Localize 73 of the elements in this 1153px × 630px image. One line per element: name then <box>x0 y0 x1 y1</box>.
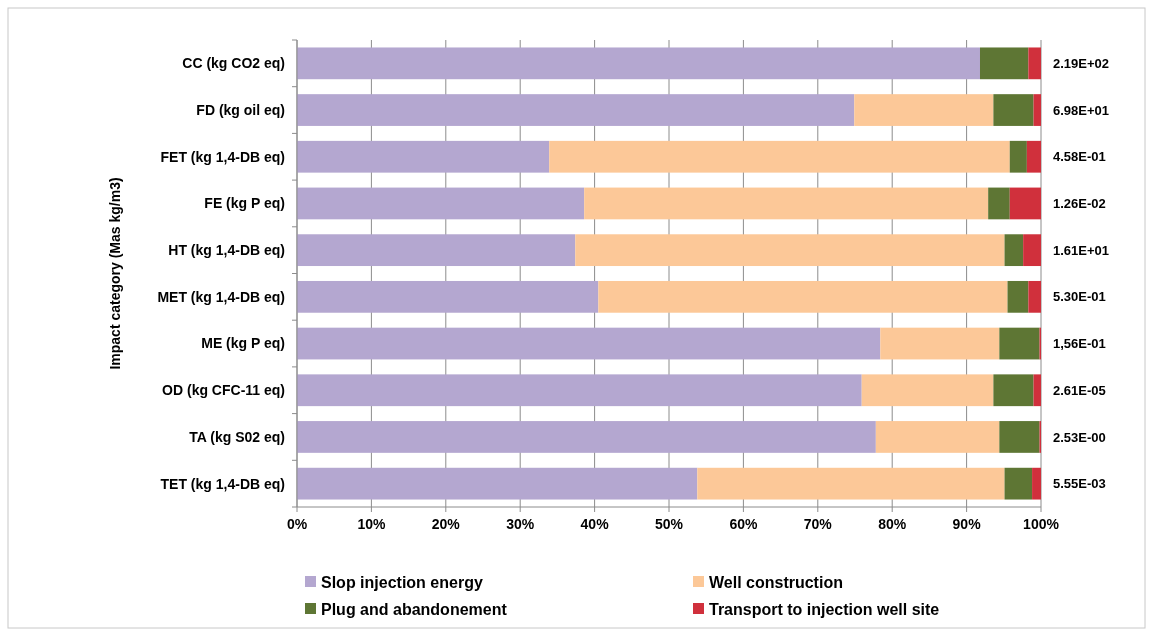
y-axis-title: Impact category (Mas kg/m3) <box>107 177 123 370</box>
x-tick-label: 60% <box>729 516 758 532</box>
bar <box>297 374 862 407</box>
bar <box>1007 280 1029 313</box>
x-tick-label: 50% <box>654 516 684 532</box>
y-tick-label: HT (kg 1,4-DB eq) <box>168 242 285 259</box>
text: 6.98E+01 <box>1053 102 1110 118</box>
x-tick-label: 30% <box>506 516 535 532</box>
y-tick-label: CC (kg CO2 eq) <box>182 55 285 72</box>
bar <box>861 374 994 407</box>
bar <box>297 327 881 360</box>
bar <box>297 421 876 453</box>
bar <box>1028 280 1041 313</box>
x-tick-label: 70% <box>803 516 833 532</box>
bar <box>297 94 855 126</box>
y-tick-label: FET (kg 1,4-DB eq) <box>160 148 285 165</box>
text: 5.55E-03 <box>1053 476 1106 492</box>
legend-label: Well construction <box>709 573 843 591</box>
x-tick-label: 100% <box>1023 516 1060 532</box>
x-tick-label: 40% <box>580 516 610 532</box>
bar <box>979 47 1029 80</box>
bar <box>1004 234 1024 267</box>
bar <box>1032 467 1041 500</box>
text: 5.30E-01 <box>1053 289 1106 305</box>
bar <box>993 374 1034 407</box>
bar <box>297 187 585 220</box>
bar <box>993 94 1034 126</box>
bar <box>875 421 1000 453</box>
bar <box>1023 234 1041 267</box>
y-tick-label: TET (kg 1,4-DB eq) <box>160 475 285 492</box>
bar <box>1028 47 1041 80</box>
y-tick-label: FE (kg P eq) <box>204 195 285 212</box>
bar <box>1004 467 1033 500</box>
text: 2.61E-05 <box>1053 382 1106 398</box>
text: 2.53E-00 <box>1053 429 1106 445</box>
text: 4.58E-01 <box>1053 149 1106 165</box>
x-tick-label: 10% <box>357 516 386 532</box>
bar <box>297 140 550 173</box>
x-tick-label: 80% <box>878 516 907 532</box>
bar <box>297 234 576 267</box>
bar <box>1026 140 1041 173</box>
bar <box>598 280 1008 313</box>
legend-label: Plug and abandonement <box>321 600 508 618</box>
y-tick-label: MET (kg 1,4-DB eq) <box>157 288 285 305</box>
bar <box>297 280 599 313</box>
y-tick-label: OD (kg CFC-11 eq) <box>162 382 285 399</box>
text: 2.19E+02 <box>1053 55 1110 71</box>
bar <box>549 140 1010 173</box>
x-tick-label: 0% <box>286 516 308 532</box>
x-tick-label: 90% <box>952 516 982 532</box>
bar <box>988 187 1010 220</box>
bar <box>1009 187 1041 220</box>
legend-label: Transport to injection well site <box>709 600 940 618</box>
bar <box>1009 140 1027 173</box>
y-tick-label: FD (kg oil eq) <box>196 101 285 118</box>
bar <box>854 94 994 126</box>
y-tick-label: ME (kg P eq) <box>201 335 285 352</box>
bar <box>880 327 1000 360</box>
bar <box>999 327 1040 360</box>
text: 1.61E+01 <box>1053 242 1110 258</box>
bar <box>575 234 1005 267</box>
legend-label: Slop injection energy <box>321 573 483 591</box>
bar <box>1033 374 1041 407</box>
bar <box>584 187 989 220</box>
text: 1,56E-01 <box>1053 336 1106 352</box>
text: 1.26E-02 <box>1053 196 1106 211</box>
x-tick-label: 20% <box>431 516 461 532</box>
bar <box>297 47 980 80</box>
bar <box>297 467 698 500</box>
bar <box>999 421 1040 453</box>
y-tick-label: TA (kg S02 eq) <box>189 428 285 445</box>
bar <box>697 467 1005 500</box>
bar <box>1033 94 1041 126</box>
